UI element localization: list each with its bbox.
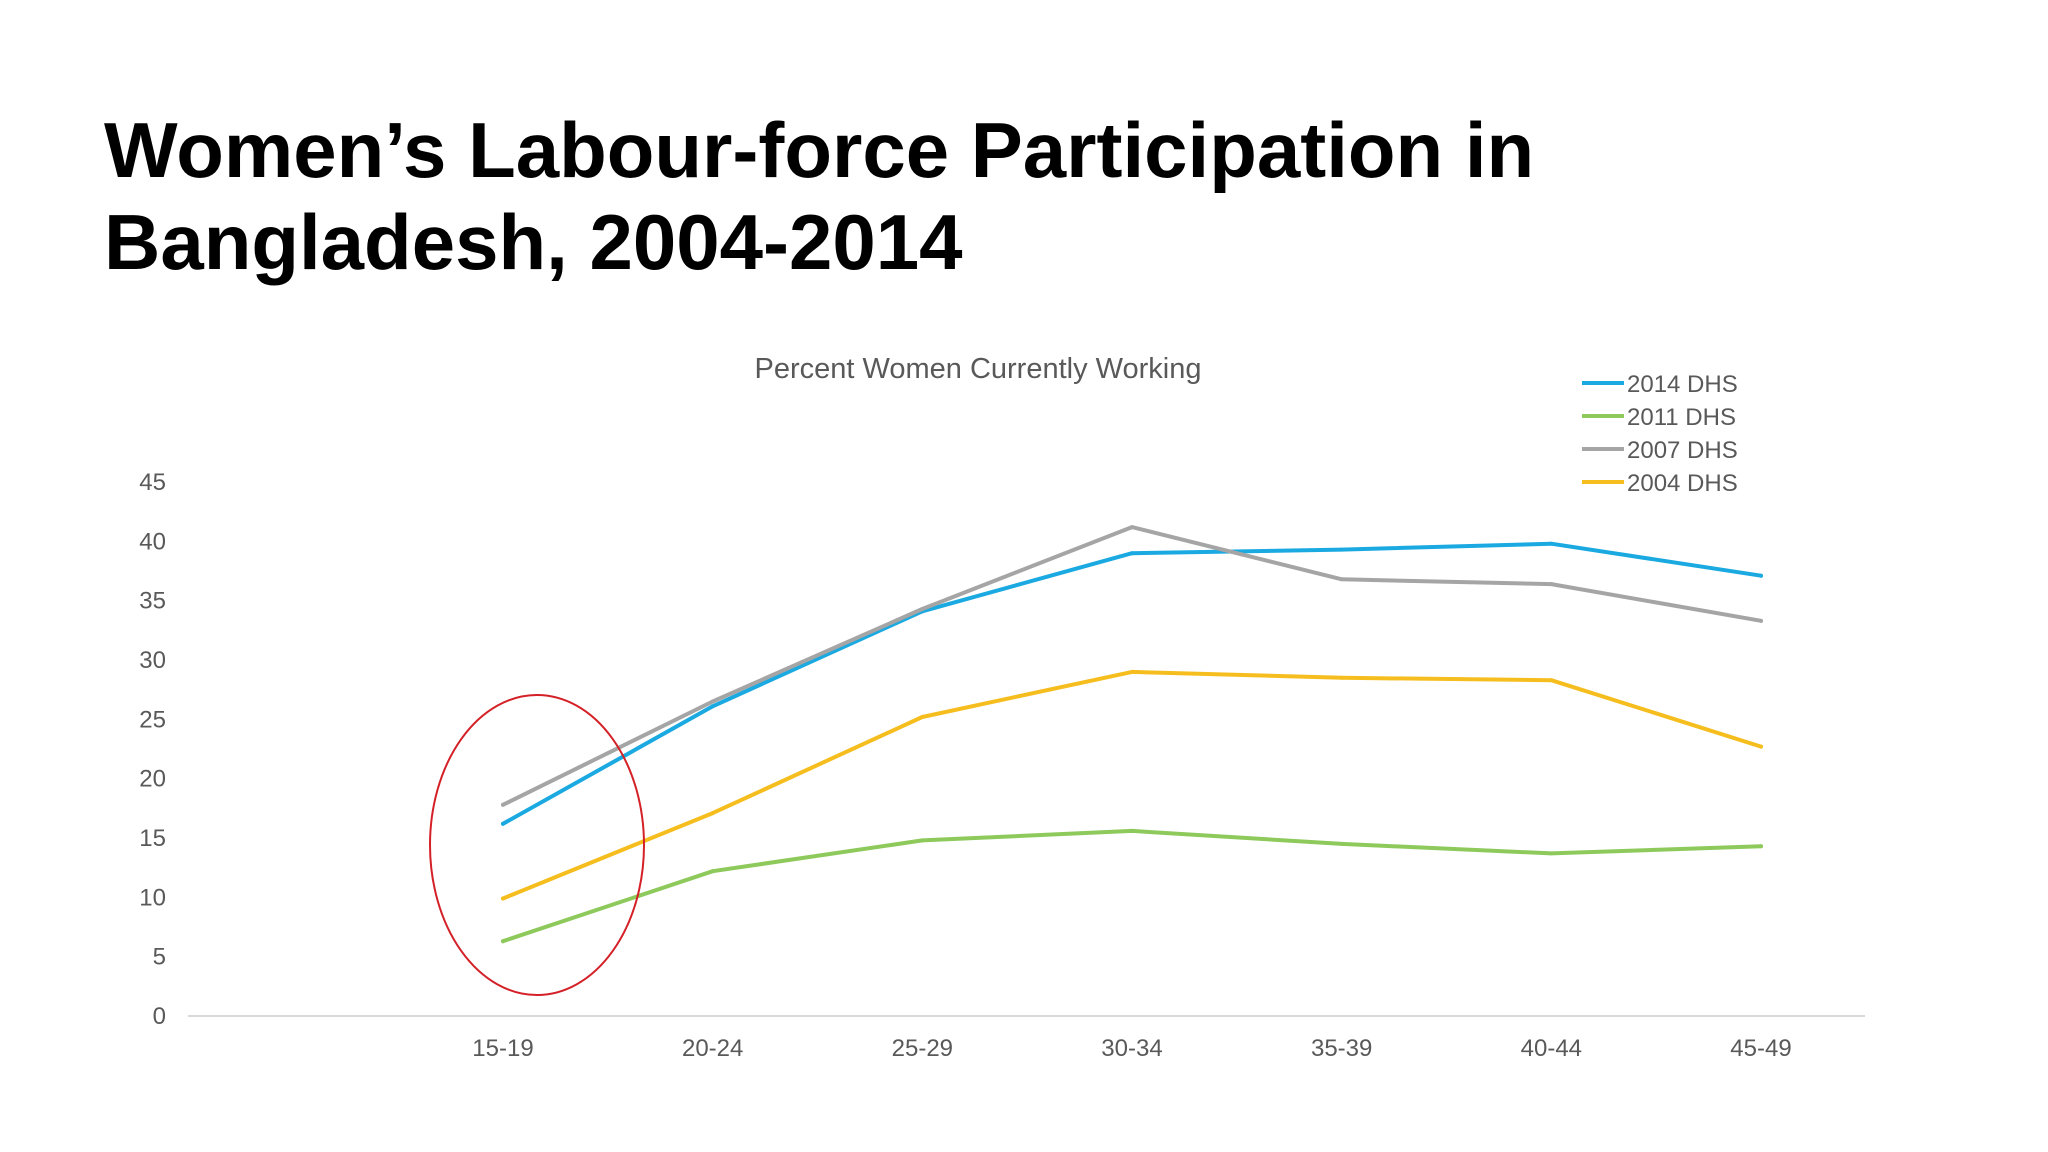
y-tick-label: 35 — [139, 588, 166, 615]
data-point — [1759, 744, 1763, 749]
legend-label: 2014 DHS — [1627, 371, 1738, 398]
data-point — [1130, 551, 1134, 556]
data-point — [1549, 582, 1554, 587]
data-point — [501, 802, 505, 807]
data-point — [1339, 841, 1344, 846]
data-point — [1759, 844, 1763, 849]
data-point — [1130, 669, 1134, 674]
y-tick-label: 10 — [139, 884, 166, 911]
x-tick-label: 15-19 — [472, 1035, 533, 1062]
annotation — [429, 694, 645, 996]
x-tick-label: 25-29 — [892, 1035, 953, 1062]
data-point — [501, 939, 505, 944]
data-point — [1130, 525, 1134, 530]
data-point — [1130, 828, 1134, 833]
y-tick-label: 30 — [139, 647, 166, 674]
legend-label: 2011 DHS — [1627, 404, 1736, 431]
x-tick-label: 20-24 — [682, 1035, 743, 1062]
highlight-ellipse — [429, 694, 645, 996]
data-point — [710, 811, 715, 816]
x-axis-tick-labels: 15-19 20-24 25-29 30-34 35-39 40-44 45-49 — [472, 1035, 1791, 1062]
y-tick-label: 45 — [139, 469, 166, 496]
y-tick-label: 40 — [139, 528, 166, 555]
series-lines — [501, 525, 1763, 944]
slide-title-line-1: Women’s Labour-force Participation in — [104, 106, 1535, 194]
data-point — [1549, 678, 1554, 683]
data-point — [1759, 618, 1763, 623]
legend-label: 2004 DHS — [1627, 470, 1738, 497]
data-point — [1339, 675, 1344, 680]
data-point — [920, 714, 925, 719]
y-tick-label: 20 — [139, 766, 166, 793]
legend: 2014 DHS 2011 DHS 2007 DHS 2004 DHS — [1582, 371, 1738, 497]
data-point — [710, 704, 715, 709]
data-point — [501, 896, 505, 901]
slide-title-line-2: Bangladesh, 2004-2014 — [104, 198, 963, 286]
series-line-2014-dhs — [501, 541, 1763, 826]
data-point — [710, 699, 715, 704]
series-line-2004-dhs — [501, 669, 1763, 901]
series-line-2011-dhs — [501, 828, 1763, 944]
chart-title: Percent Women Currently Working — [755, 353, 1202, 385]
x-tick-label: 30-34 — [1101, 1035, 1162, 1062]
data-point — [1759, 573, 1763, 578]
y-tick-label: 25 — [139, 706, 166, 733]
slide-title: Women’s Labour-force Participation in Ba… — [104, 104, 1804, 288]
legend-label: 2007 DHS — [1627, 437, 1738, 464]
data-point — [1549, 541, 1554, 546]
x-tick-label: 35-39 — [1311, 1035, 1372, 1062]
series-line-2007-dhs — [501, 525, 1763, 807]
y-tick-label: 0 — [153, 1003, 166, 1030]
y-tick-label: 15 — [139, 825, 166, 852]
y-axis-tick-labels: 0 5 10 15 20 25 30 35 40 45 — [139, 469, 166, 1030]
x-tick-label: 40-44 — [1521, 1035, 1582, 1062]
data-point — [1339, 577, 1344, 582]
data-point — [1549, 851, 1554, 856]
data-point — [920, 838, 925, 843]
data-point — [920, 606, 925, 611]
data-point — [1339, 547, 1344, 552]
data-point — [501, 821, 505, 826]
y-tick-label: 5 — [153, 944, 166, 971]
data-point — [710, 869, 715, 874]
x-tick-label: 45-49 — [1730, 1035, 1791, 1062]
